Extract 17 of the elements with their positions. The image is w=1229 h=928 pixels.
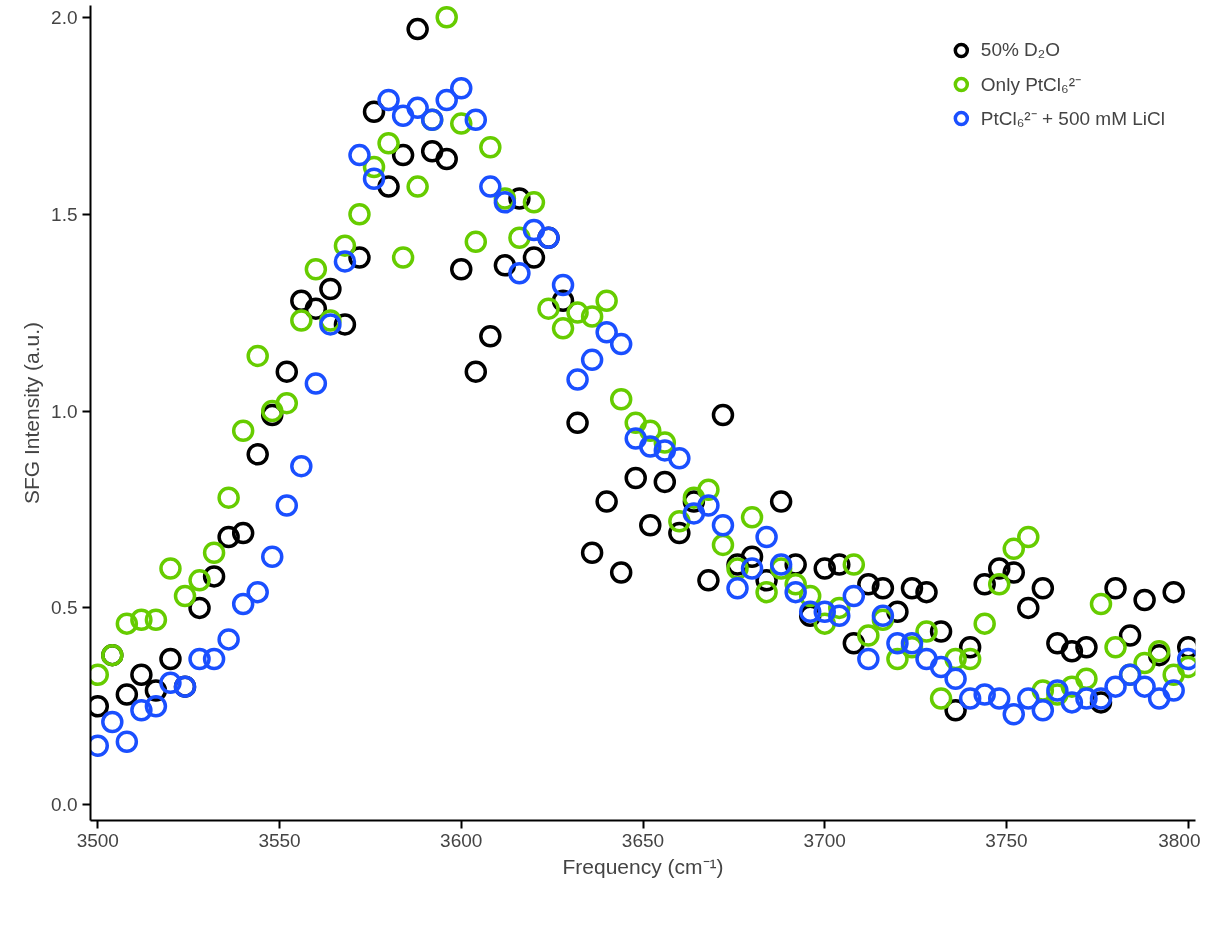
y-tick-label: 0.5 [51,597,78,619]
x-axis-title: Frequency (cm⁻¹) [562,854,724,878]
y-tick-label: 1.5 [51,203,78,225]
legend-label: Only PtCl₆²⁻ [980,73,1082,97]
legend-label: 50% D₂O [980,39,1060,61]
x-tick-label: 3500 [76,829,119,851]
x-tick-label: 3650 [621,829,665,851]
x-tick-label: 3550 [258,829,301,851]
legend-label: PtCl₆²⁻ + 500 mM LiCl [980,107,1165,131]
x-tick-label: 3800 [1158,829,1201,851]
x-tick-label: 3700 [803,829,846,851]
y-axis-title: SFG Intensity (a.u.) [20,321,44,505]
y-tick-label: 1.0 [51,400,78,422]
y-tick-label: 2.0 [51,6,78,28]
x-tick-label: 3600 [440,829,483,851]
x-tick-label: 3750 [985,829,1028,851]
y-tick-label: 0.0 [51,794,78,816]
